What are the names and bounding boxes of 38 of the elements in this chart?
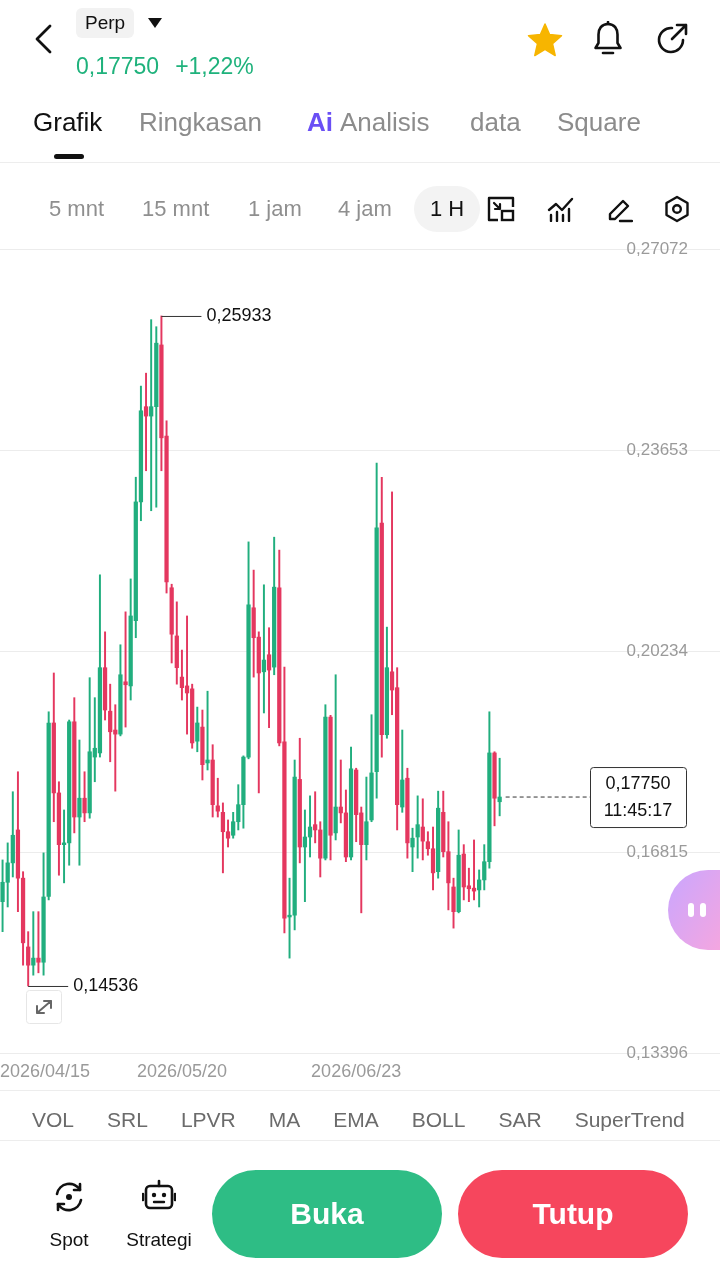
x-tick-label: 2026/06/23 [311,1060,402,1081]
text: Ringkasan [139,106,262,139]
text: SuperTrend [574,1107,685,1133]
text: 5 mnt [49,196,105,222]
y-tick-label: 0,23653 [626,439,688,459]
selected-pill: 1 H [414,186,480,232]
text: 4 jam [338,196,392,222]
text: SRL [107,1107,148,1133]
text: Strategi [125,1228,193,1252]
text: VOL [32,1107,75,1133]
text: Grafik [33,106,103,139]
annotation: 0,25933 [206,304,272,325]
text: 1 jam [248,196,302,222]
x-tick-label: 2026/05/20 [136,1060,227,1081]
badge: Perp [76,8,135,38]
text: Analisis [340,106,430,139]
x-tick-label: 2026/04/15 [0,1060,91,1081]
text: BOLL [411,1107,466,1133]
text: Spot [48,1228,90,1252]
annotation: 0,14536 [73,974,139,995]
y-tick-label: 0,27072 [626,238,688,258]
text: 0,17750 [76,52,160,80]
text: data [470,106,521,139]
annotation: 11:45:17 [603,800,673,820]
text: LPVR [180,1107,236,1133]
y-tick-label: 0,20234 [626,640,688,660]
text: EMA [333,1107,379,1133]
y-tick-label: 0,16815 [626,841,688,861]
text: Square [557,106,641,139]
text: 15 mnt [142,196,210,222]
close-position-button: Tutup [458,1170,688,1258]
text: MA [268,1107,301,1133]
text: Ai [307,106,333,139]
text: +1,22% [175,52,254,80]
text: SAR [498,1107,542,1133]
open-position-button: Buka [212,1170,442,1258]
ref-line-label: 0,17750 [605,773,671,793]
y-tick-label: 0,13396 [626,1042,688,1062]
